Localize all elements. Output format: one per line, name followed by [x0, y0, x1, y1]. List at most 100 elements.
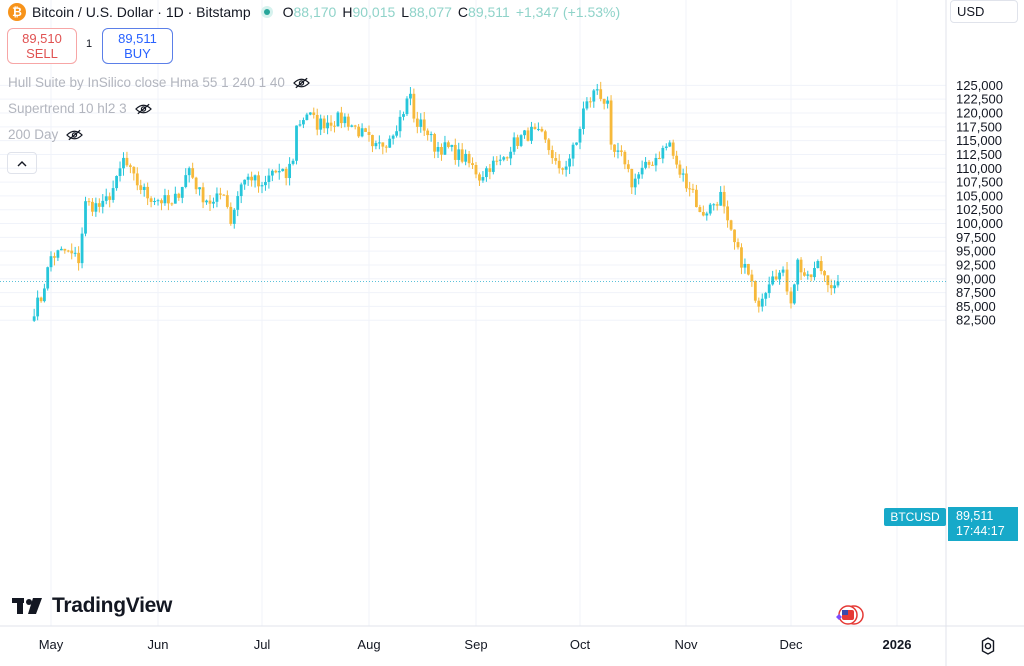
- events-flag-icon[interactable]: [836, 604, 864, 626]
- candle-down: [688, 188, 692, 190]
- candle-down: [626, 164, 630, 169]
- y-tick-label: 115,000: [956, 133, 1002, 148]
- tradingview-logo[interactable]: TradingView: [12, 594, 172, 618]
- candle-up: [173, 193, 177, 204]
- candle-up: [156, 200, 160, 202]
- candle-up: [118, 168, 122, 176]
- candle-up: [606, 100, 610, 104]
- candle-down: [128, 165, 132, 167]
- candle-up: [295, 125, 298, 161]
- candle-down: [533, 126, 537, 129]
- candle-down: [826, 275, 830, 286]
- candle-up: [767, 284, 771, 294]
- candle-up: [616, 150, 620, 152]
- candle-down: [698, 207, 702, 213]
- candle-up: [115, 175, 118, 189]
- candle-down: [357, 126, 361, 137]
- candle-up: [59, 248, 63, 251]
- y-tick-label: 92,500: [956, 257, 996, 272]
- candle-down: [599, 89, 603, 99]
- candle-up: [781, 269, 785, 273]
- sell-button[interactable]: 89,510 SELL: [7, 28, 77, 64]
- candle-up: [502, 157, 506, 160]
- x-tick-label: Jul: [254, 637, 271, 652]
- candle-up: [277, 171, 281, 173]
- y-tick-label: 112,500: [956, 147, 1002, 162]
- candle-up: [806, 274, 810, 276]
- candle-up: [644, 161, 647, 168]
- candle-up: [564, 166, 568, 170]
- candle-up: [743, 263, 747, 268]
- candle-down: [550, 150, 554, 159]
- indicator-supertrend[interactable]: Supertrend 10 hl2 3: [8, 101, 152, 116]
- indicator-200-day[interactable]: 200 Day: [8, 127, 84, 142]
- candle-down: [785, 269, 789, 292]
- indicator-label: 200 Day: [8, 127, 59, 142]
- candle-up: [523, 130, 526, 136]
- candle-down: [685, 173, 688, 189]
- candle-up: [792, 284, 796, 304]
- bar-countdown: 17:44:17: [956, 524, 1005, 538]
- candle-up: [253, 175, 257, 181]
- candle-up: [163, 195, 167, 204]
- candle-down: [135, 173, 139, 186]
- y-tick-label: 90,000: [956, 271, 996, 286]
- currency-selector[interactable]: USD: [950, 0, 1018, 23]
- indicator-label: Hull Suite by InSilico close Hma 55 1 24…: [8, 75, 285, 90]
- candle-up: [236, 196, 240, 210]
- candle-down: [229, 206, 233, 224]
- candle-up: [142, 186, 146, 190]
- candle-down: [809, 274, 813, 278]
- candle-down: [588, 101, 592, 103]
- candle-down: [191, 168, 195, 178]
- settings-gear-icon[interactable]: [978, 636, 998, 656]
- candle-up: [94, 203, 98, 212]
- candle-up: [498, 159, 502, 161]
- candle-down: [333, 125, 336, 127]
- candle-down: [557, 160, 561, 169]
- collapse-legend-button[interactable]: [7, 152, 37, 174]
- x-tick-label: Dec: [779, 637, 803, 652]
- x-tick-label: Sep: [464, 637, 487, 652]
- candle-down: [516, 137, 519, 146]
- candle-down: [561, 168, 565, 170]
- candle-down: [63, 248, 67, 251]
- eye-hidden-icon[interactable]: [134, 103, 152, 115]
- candle-up: [388, 138, 392, 148]
- indicator-hull-suite[interactable]: Hull Suite by InSilico close Hma 55 1 24…: [8, 75, 310, 90]
- candle-up: [215, 193, 219, 202]
- candle-up: [80, 233, 84, 264]
- eye-hidden-icon[interactable]: [66, 129, 84, 141]
- candle-down: [160, 200, 163, 204]
- candle-up: [578, 128, 582, 143]
- candle-up: [374, 143, 378, 147]
- candle-up: [288, 163, 292, 179]
- candle-up: [771, 276, 775, 285]
- candle-up: [291, 160, 295, 164]
- eye-hidden-icon[interactable]: [292, 77, 310, 89]
- candle-up: [46, 267, 50, 289]
- candle-up: [640, 167, 644, 175]
- candle-up: [537, 128, 540, 130]
- buy-button[interactable]: 89,511 BUY: [102, 28, 173, 64]
- candle-down: [453, 144, 457, 160]
- market-status-icon[interactable]: [260, 6, 273, 18]
- candle-down: [274, 170, 278, 173]
- bitcoin-icon: ₿: [8, 3, 26, 21]
- candle-up: [464, 153, 468, 162]
- candle-up: [180, 186, 184, 198]
- candle-up: [326, 122, 329, 129]
- x-tick-label: 2026: [883, 637, 912, 652]
- symbol-title[interactable]: Bitcoin / U.S. Dollar · 1D · Bitstamp: [32, 4, 251, 20]
- candle-up: [595, 89, 599, 91]
- candle-down: [219, 193, 222, 195]
- tradingview-logo-icon: [12, 598, 42, 614]
- ohlc-close-key: C: [457, 4, 469, 20]
- candle-up: [575, 142, 578, 145]
- candle-up: [405, 98, 409, 115]
- candle-down: [284, 168, 288, 179]
- candle-up: [485, 168, 488, 178]
- candle-up: [481, 177, 485, 181]
- candle-down: [329, 122, 333, 126]
